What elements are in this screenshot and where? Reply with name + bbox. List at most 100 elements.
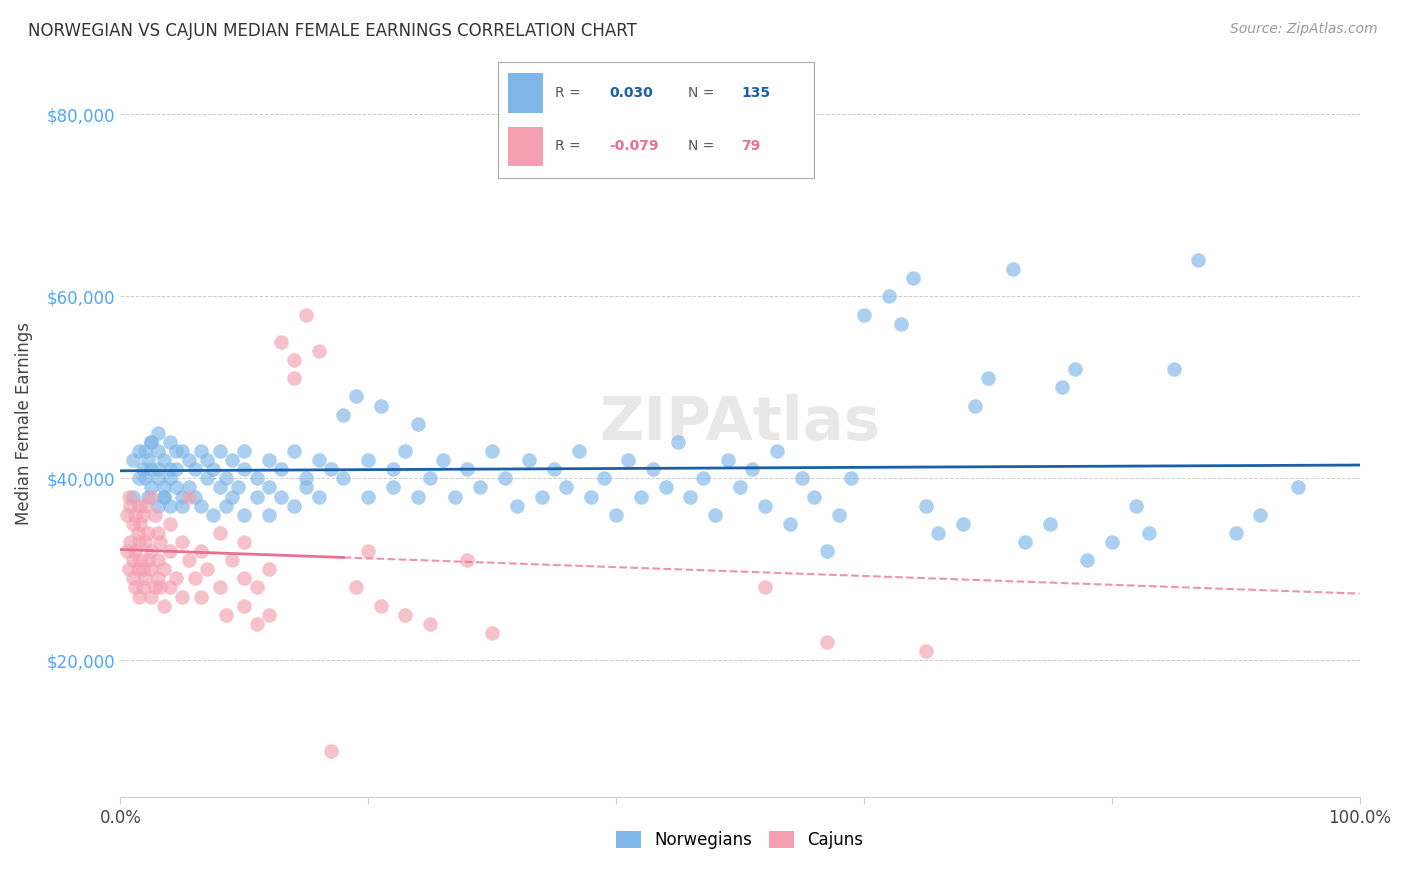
Point [295, 480, 318, 494]
Point [555, 480, 578, 494]
Point [146, 571, 169, 585]
Point [741, 462, 763, 476]
Point [233, 508, 256, 522]
Point [115, 544, 138, 558]
Point [432, 453, 454, 467]
Point [357, 453, 380, 467]
Point [152, 599, 174, 613]
Point [308, 453, 330, 467]
Point [177, 553, 200, 567]
Point [146, 525, 169, 540]
Point [136, 453, 159, 467]
Point [581, 490, 603, 504]
Point [152, 480, 174, 494]
Point [952, 516, 974, 531]
Point [233, 462, 256, 476]
Point [605, 508, 627, 522]
Point [332, 408, 354, 422]
Point [124, 508, 146, 522]
Point [1076, 553, 1098, 567]
Point [283, 353, 305, 368]
Point [270, 334, 292, 349]
Point [134, 471, 156, 485]
Point [172, 444, 194, 458]
Point [419, 616, 441, 631]
Point [177, 453, 200, 467]
Point [172, 535, 194, 549]
Point [444, 490, 467, 504]
Point [159, 544, 181, 558]
Point [208, 525, 231, 540]
Point [283, 371, 305, 385]
Point [728, 480, 751, 494]
Point [456, 553, 478, 567]
Point [246, 581, 269, 595]
Point [394, 607, 416, 622]
Point [246, 471, 269, 485]
Point [159, 499, 181, 513]
Point [190, 544, 212, 558]
Point [190, 499, 212, 513]
Point [246, 490, 269, 504]
Point [965, 399, 987, 413]
Point [172, 499, 194, 513]
Point [121, 490, 143, 504]
Point [233, 571, 256, 585]
Point [246, 616, 269, 631]
Point [308, 343, 330, 358]
Point [134, 499, 156, 513]
Point [270, 490, 292, 504]
Point [308, 490, 330, 504]
Point [115, 508, 138, 522]
Point [914, 644, 936, 658]
Point [221, 453, 243, 467]
Point [815, 544, 838, 558]
Point [183, 490, 205, 504]
Point [233, 535, 256, 549]
Point [141, 544, 163, 558]
Point [692, 471, 714, 485]
Point [332, 471, 354, 485]
Point [419, 471, 441, 485]
Point [903, 271, 925, 285]
Point [165, 462, 187, 476]
Point [134, 444, 156, 458]
Point [134, 535, 156, 549]
Point [481, 626, 503, 640]
Point [149, 535, 172, 549]
Point [128, 471, 150, 485]
Point [131, 581, 153, 595]
Point [1187, 252, 1209, 267]
Point [146, 462, 169, 476]
Point [118, 562, 141, 576]
Point [165, 444, 187, 458]
Point [165, 571, 187, 585]
Point [165, 480, 187, 494]
Y-axis label: Median Female Earnings: Median Female Earnings [15, 322, 32, 525]
Point [1101, 535, 1123, 549]
Point [221, 490, 243, 504]
Point [1225, 525, 1247, 540]
Point [202, 508, 225, 522]
Point [394, 444, 416, 458]
Point [370, 399, 392, 413]
Point [295, 308, 318, 322]
Point [159, 434, 181, 449]
Point [146, 471, 169, 485]
Point [295, 471, 318, 485]
Point [127, 525, 149, 540]
Point [977, 371, 1000, 385]
Point [852, 308, 875, 322]
Text: NORWEGIAN VS CAJUN MEDIAN FEMALE EARNINGS CORRELATION CHART: NORWEGIAN VS CAJUN MEDIAN FEMALE EARNING… [28, 22, 637, 40]
Point [195, 453, 218, 467]
Point [226, 480, 249, 494]
Point [494, 471, 516, 485]
Point [257, 607, 280, 622]
Point [1137, 525, 1160, 540]
Point [183, 571, 205, 585]
Point [468, 480, 491, 494]
Point [141, 480, 163, 494]
Point [146, 499, 169, 513]
Point [530, 490, 553, 504]
Point [159, 516, 181, 531]
